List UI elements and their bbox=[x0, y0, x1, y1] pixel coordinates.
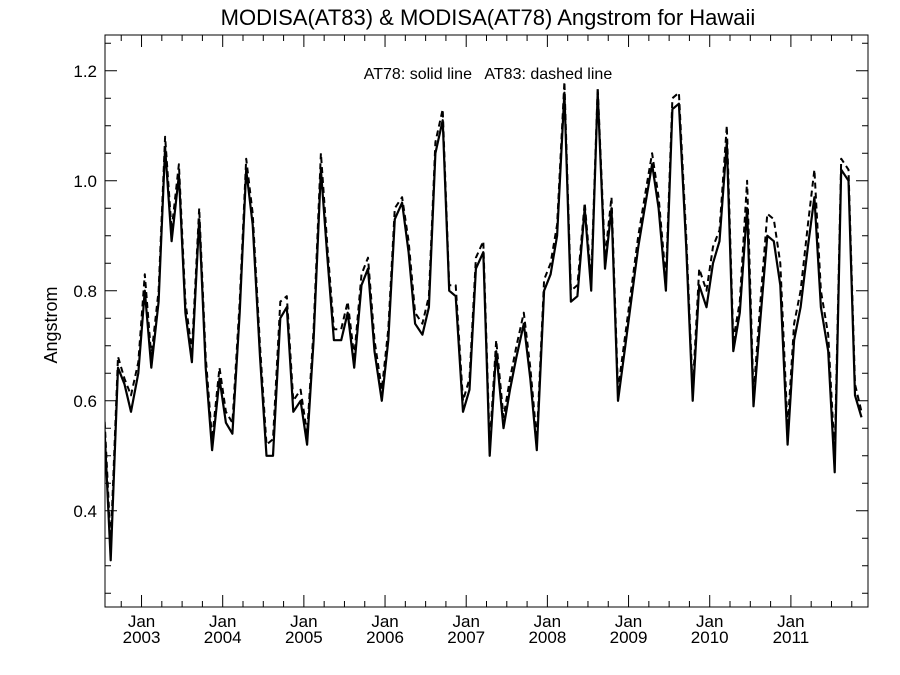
series-layer bbox=[105, 80, 863, 562]
y-tick-label: 0.8 bbox=[73, 282, 97, 301]
x-tick-month-label: Jan bbox=[696, 612, 723, 631]
y-tick-label: 0.6 bbox=[73, 392, 97, 411]
x-tick-year-label: 2010 bbox=[691, 628, 729, 647]
x-tick-month-label: Jan bbox=[534, 612, 561, 631]
x-tick-year-label: 2006 bbox=[366, 628, 404, 647]
y-tick-label: 0.4 bbox=[73, 502, 97, 521]
axis-ticks: 0.40.60.81.01.2Jan2003Jan2004Jan2005Jan2… bbox=[73, 35, 868, 647]
x-tick-year-label: 2011 bbox=[773, 628, 810, 647]
x-tick-month-label: Jan bbox=[615, 612, 642, 631]
y-tick-label: 1.2 bbox=[73, 62, 97, 81]
x-tick-year-label: 2009 bbox=[610, 628, 648, 647]
x-tick-month-label: Jan bbox=[371, 612, 398, 631]
x-tick-month-label: Jan bbox=[452, 612, 479, 631]
x-tick-year-label: 2003 bbox=[123, 628, 161, 647]
x-tick-month-label: Jan bbox=[209, 612, 236, 631]
y-tick-label: 1.0 bbox=[73, 172, 97, 191]
x-tick-year-label: 2004 bbox=[204, 628, 242, 647]
x-tick-month-label: Jan bbox=[290, 612, 317, 631]
x-tick-year-label: 2005 bbox=[285, 628, 323, 647]
chart-title: MODISA(AT83) & MODISA(AT78) Angstrom for… bbox=[221, 5, 756, 30]
series-annotation: AT78: solid line AT83: dashed line bbox=[364, 66, 613, 83]
series-line-at83 bbox=[105, 80, 863, 545]
x-tick-month-label: Jan bbox=[777, 612, 804, 631]
x-tick-month-label: Jan bbox=[128, 612, 155, 631]
x-tick-year-label: 2008 bbox=[528, 628, 566, 647]
series-line-at78 bbox=[105, 91, 863, 562]
x-tick-year-label: 2007 bbox=[447, 628, 485, 647]
y-axis-label: Angstrom bbox=[41, 286, 61, 363]
